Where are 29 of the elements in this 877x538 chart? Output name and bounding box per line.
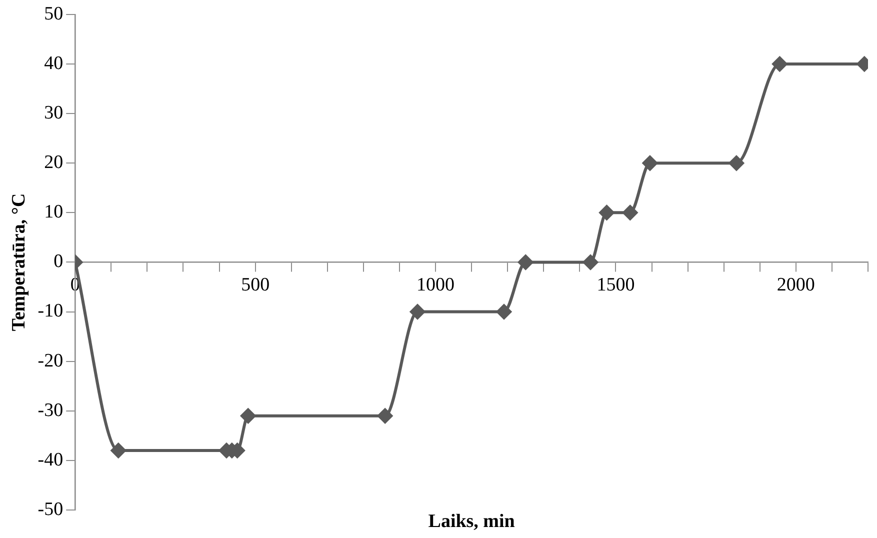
y-tick-label: 40: [44, 52, 64, 74]
x-tick-label: 2000: [776, 274, 815, 296]
point: [496, 304, 512, 320]
y-tick-label: 20: [44, 152, 64, 174]
x-tick-label: 1000: [416, 274, 455, 296]
y-axis-title: Temperatūra, °C: [8, 193, 30, 332]
point: [622, 205, 638, 220]
y-tick-label: -20: [38, 350, 64, 372]
x-tick-label: 1500: [596, 274, 635, 296]
point: [240, 408, 256, 424]
y-tick-label: 0: [54, 251, 64, 272]
y-tick-label: 10: [44, 202, 64, 223]
point: [518, 254, 534, 270]
point: [728, 156, 744, 171]
y-tick-label: -40: [38, 449, 64, 470]
point: [772, 56, 788, 72]
y-tick-label: 30: [44, 102, 64, 124]
point: [599, 205, 614, 220]
point: [110, 443, 126, 458]
point: [642, 156, 658, 171]
y-tick-label: 50: [44, 3, 64, 24]
y-tick-label: -50: [38, 498, 64, 520]
point: [410, 304, 426, 320]
x-axis-title: Laiks, min: [428, 510, 516, 532]
y-tick-label: -10: [38, 300, 64, 322]
point: [378, 408, 393, 424]
point: [582, 254, 598, 270]
x-tick-label: 500: [241, 274, 270, 296]
y-tick-label: -30: [38, 400, 64, 421]
